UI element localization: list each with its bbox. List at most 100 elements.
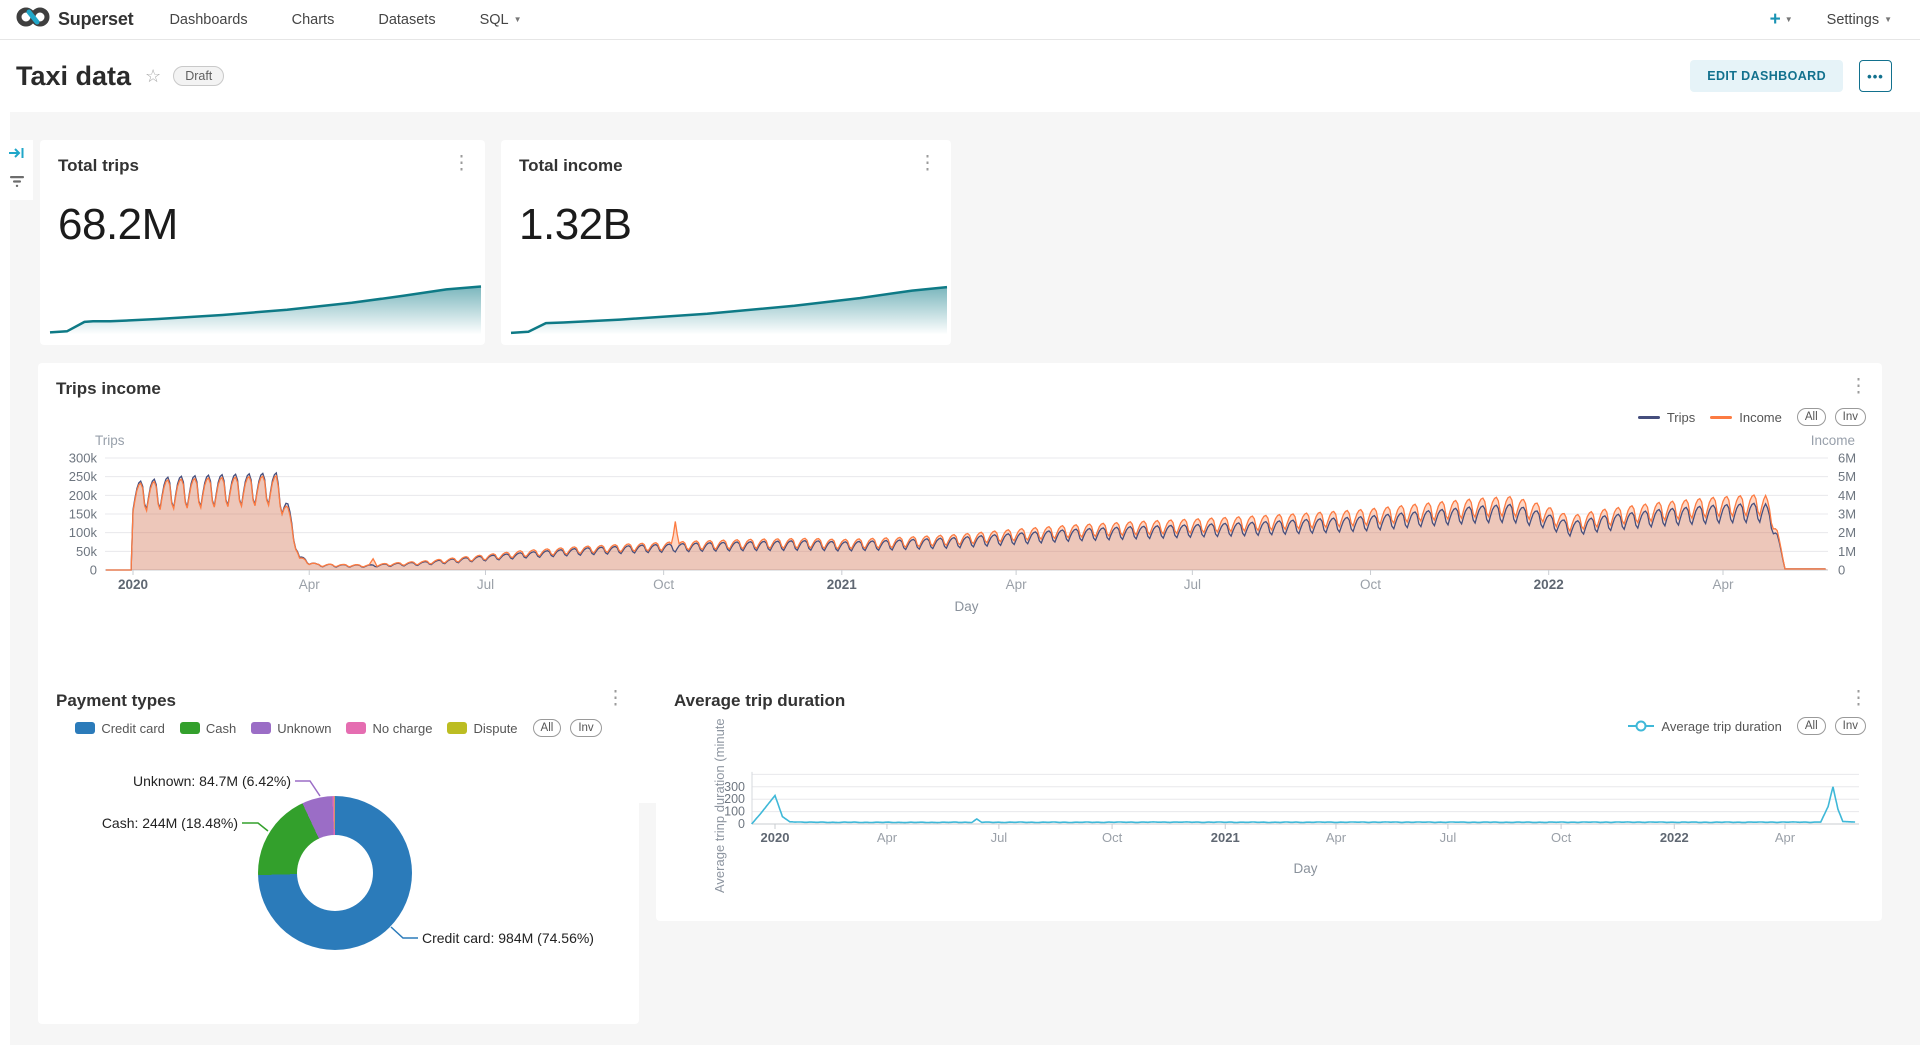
svg-text:6M: 6M (1838, 451, 1856, 466)
draft-badge: Draft (173, 66, 225, 86)
legend-label: Cash (205, 720, 237, 736)
legend-item-trips[interactable]: Trips (1637, 409, 1701, 425)
legend-label: Dispute (473, 720, 518, 736)
legend-swatch (346, 722, 367, 734)
svg-text:300k: 300k (69, 451, 98, 466)
favorite-star-icon[interactable]: ☆ (145, 65, 162, 86)
svg-text:Apr: Apr (1326, 830, 1347, 845)
legend-item-credit-card[interactable]: Credit card (75, 721, 171, 736)
legend-label: Average trip duration (1661, 718, 1782, 734)
legend-label: Trips (1666, 409, 1696, 425)
card-payment-types: Payment types ⋮ Credit card Cash Unknown No… (38, 675, 639, 1024)
kebab-menu-icon[interactable]: ⋮ (606, 688, 625, 709)
svg-text:2020: 2020 (118, 577, 148, 592)
legend-all-button[interactable]: All (532, 719, 562, 737)
dashboard-header: Taxi data ☆ Draft EDIT DASHBOARD ••• (0, 40, 1920, 112)
card-title: Trips income (56, 379, 161, 398)
page-title: Taxi data (16, 60, 132, 91)
chevron-down-icon: ▼ (1784, 15, 1793, 24)
legend-item-unknown[interactable]: Unknown (251, 721, 337, 736)
filter-icon[interactable] (9, 175, 25, 193)
new-item-button[interactable]: + ▼ (1770, 9, 1793, 31)
trips-income-legend: Trips Income All Inv (1637, 408, 1866, 426)
chevron-down-icon: ▼ (1884, 15, 1892, 24)
svg-text:Oct: Oct (1102, 830, 1123, 845)
header-actions: EDIT DASHBOARD ••• (1690, 60, 1892, 92)
legend-inv-button[interactable]: Inv (570, 719, 602, 737)
more-actions-button[interactable]: ••• (1859, 60, 1892, 92)
nav-item-label: Datasets (378, 11, 436, 28)
top-navbar: Superset Dashboards Charts Datasets SQL ▼ + … (0, 0, 1920, 40)
callout-unknown: Unknown: 84.7M (6.42%) (133, 773, 291, 789)
card-title: Payment types (56, 691, 176, 710)
legend-label: No charge (372, 720, 433, 736)
duration-legend: Average trip duration All Inv (1628, 717, 1866, 735)
svg-text:150k: 150k (69, 507, 98, 522)
chevron-down-icon: ▼ (513, 15, 522, 24)
legend-inv-button[interactable]: Inv (1834, 717, 1866, 735)
legend-item-cash[interactable]: Cash (179, 720, 242, 736)
superset-logo-icon (16, 5, 50, 34)
filter-bar-collapsed (0, 112, 10, 1045)
svg-text:50k: 50k (76, 544, 97, 559)
kebab-menu-icon[interactable]: ⋮ (1849, 376, 1868, 397)
settings-label: Settings (1826, 11, 1880, 28)
legend-item-no-charge[interactable]: No charge (346, 721, 438, 736)
nav-item-charts[interactable]: Charts (292, 12, 335, 28)
nav-item-sql[interactable]: SQL ▼ (480, 12, 522, 28)
svg-text:Jul: Jul (1440, 830, 1457, 845)
legend-swatch (75, 722, 96, 734)
svg-text:0: 0 (90, 563, 97, 578)
svg-text:5M: 5M (1838, 469, 1856, 484)
legend-label: Credit card (101, 720, 165, 736)
card-title: Total trips (58, 156, 139, 175)
nav-item-label: Charts (291, 11, 335, 28)
svg-text:2M: 2M (1838, 525, 1856, 540)
legend-inv-button[interactable]: Inv (1834, 408, 1866, 426)
svg-text:250k: 250k (69, 469, 98, 484)
expand-filter-bar-icon[interactable] (8, 146, 26, 165)
total-income-sparkline (510, 285, 948, 337)
kebab-menu-icon[interactable]: ⋮ (1849, 688, 1868, 709)
brand[interactable]: Superset (16, 5, 134, 34)
legend-item-dispute[interactable]: Dispute (447, 721, 523, 736)
nav-item-datasets[interactable]: Datasets (378, 12, 435, 28)
svg-text:2022: 2022 (1534, 577, 1564, 592)
legend-all-button[interactable]: All (1796, 717, 1826, 735)
legend-all-button[interactable]: All (1796, 408, 1826, 426)
kebab-menu-icon[interactable]: ⋮ (452, 153, 471, 174)
card-total-trips: Total trips ⋮ 68.2M (40, 140, 485, 345)
legend-swatch (447, 722, 468, 734)
brand-name: Superset (58, 9, 134, 29)
settings-menu[interactable]: Settings ▼ (1827, 12, 1892, 28)
svg-text:Apr: Apr (1712, 577, 1734, 592)
nav-right: + ▼ Settings ▼ (1770, 9, 1892, 31)
total-trips-value: 68.2M (58, 200, 178, 249)
total-income-value: 1.32B (519, 200, 632, 249)
nav-item-dashboards[interactable]: Dashboards (169, 12, 247, 28)
legend-item-average-trip-duration[interactable]: Average trip duration (1628, 719, 1787, 734)
legend-swatch (179, 722, 200, 734)
svg-text:Jul: Jul (991, 830, 1008, 845)
svg-text:0: 0 (738, 817, 745, 831)
kebab-menu-icon[interactable]: ⋮ (918, 153, 937, 174)
left-axis-name: Trips (95, 433, 125, 448)
right-axis-name: Income (1810, 433, 1855, 448)
filter-bar-controls (0, 140, 33, 200)
svg-text:Apr: Apr (1775, 830, 1796, 845)
nav-items: Dashboards Charts Datasets SQL ▼ (169, 12, 521, 28)
svg-text:Oct: Oct (653, 577, 674, 592)
nav-item-label: SQL (479, 11, 509, 28)
duration-y-axis-label: Average trinp duration (minute (712, 718, 727, 893)
card-total-income: Total income ⋮ 1.32B (501, 140, 951, 345)
card-title: Total income (519, 156, 623, 175)
edit-dashboard-button[interactable]: EDIT DASHBOARD (1690, 60, 1843, 92)
legend-label: Unknown (277, 720, 332, 736)
svg-text:Jul: Jul (477, 577, 494, 592)
legend-item-income[interactable]: Income (1710, 410, 1788, 425)
svg-text:0: 0 (1838, 563, 1845, 578)
svg-text:200k: 200k (69, 488, 98, 503)
svg-text:Day: Day (1293, 861, 1317, 876)
svg-text:Apr: Apr (877, 830, 898, 845)
